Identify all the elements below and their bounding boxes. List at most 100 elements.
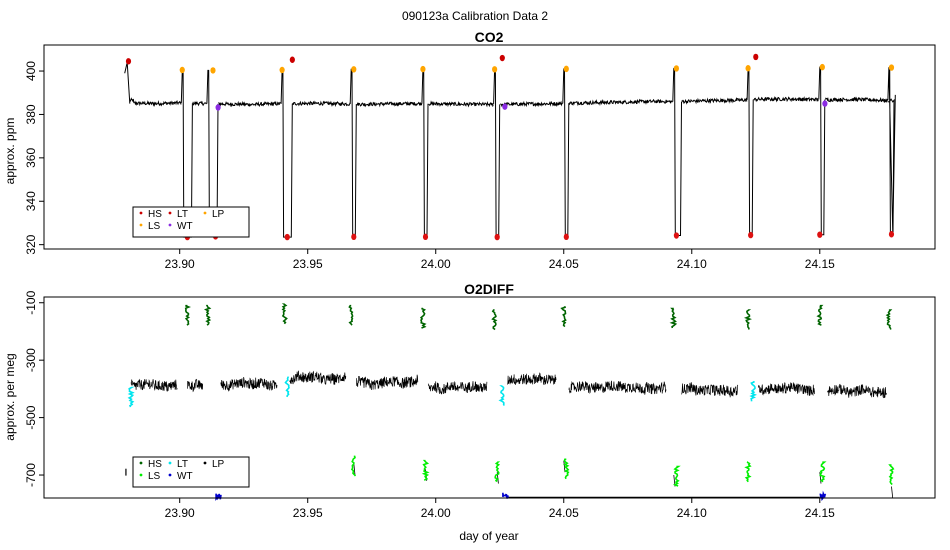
o2diff-marker-cluster-lt — [284, 376, 290, 398]
o2diff-marker-cluster-ls — [350, 455, 357, 477]
co2-panel-title: CO2 — [475, 29, 504, 45]
co2-legend-marker-wt — [168, 223, 172, 227]
o2diff-legend-marker-lt — [168, 461, 172, 465]
co2-marker-lp — [179, 66, 185, 74]
o2diff-marker-cluster-lt — [127, 386, 135, 408]
co2-x-tick-label: 24.05 — [549, 257, 579, 271]
o2diff-marker-cluster-lt — [749, 381, 758, 402]
o2diff-marker-cluster-hs — [348, 304, 354, 326]
o2diff-marker-cluster-ls — [744, 461, 752, 483]
co2-marker-lt — [563, 233, 569, 241]
co2-marker-lp — [420, 65, 426, 73]
co2-marker-lt — [673, 232, 680, 239]
co2-marker-wt — [502, 103, 508, 110]
o2diff-marker-cluster-lt — [498, 385, 505, 406]
co2-series-line — [124, 62, 896, 238]
co2-marker-lt — [888, 231, 895, 238]
co2-panel: CO2 approx. ppm 23.90 23.95 24.00 24.05 24.1… — [3, 29, 936, 271]
co2-legend-box — [132, 206, 250, 238]
o2diff-panel-title: O2DIFF — [464, 281, 514, 297]
o2diff-marker-cluster-ls — [888, 464, 895, 486]
co2-legend-marker-lt — [168, 211, 172, 215]
co2-legend-label-hs: HS — [148, 209, 162, 220]
o2diff-marker-cluster-hs — [184, 304, 191, 326]
co2-marker-wt — [215, 104, 221, 111]
o2diff-axes: 23.90 23.95 24.00 24.05 24.10 24.15 -700 -500 -3… — [24, 290, 835, 520]
o2diff-x-tick-label: 24.15 — [805, 506, 835, 520]
co2-marker-lt — [817, 231, 823, 238]
o2diff-marker-cluster-ls — [421, 459, 430, 481]
o2diff-x-tick-label: 24.05 — [549, 506, 579, 520]
co2-y-axis-label: approx. ppm — [3, 118, 17, 185]
co2-marker-lp — [888, 64, 895, 71]
co2-marker-lp — [279, 66, 285, 74]
o2diff-plot-frame — [43, 296, 936, 499]
co2-marker-lt — [351, 233, 357, 241]
o2diff-x-tick-label: 24.10 — [677, 506, 707, 520]
o2diff-y-tick-label: -700 — [24, 463, 38, 487]
co2-marker-lt — [284, 233, 290, 241]
o2diff-marker-cluster-ls — [819, 461, 827, 483]
co2-plot-frame — [43, 44, 936, 250]
co2-marker-lp — [351, 66, 357, 73]
o2diff-legend-label-hs: HS — [148, 459, 162, 470]
co2-marker-lt — [748, 231, 754, 239]
co2-legend-label-ls: LS — [148, 221, 161, 232]
o2diff-legend-label-lt: LT — [177, 459, 188, 470]
co2-legend-label-lt: LT — [177, 209, 188, 220]
o2diff-legend: HS LT LP LS WT — [132, 456, 250, 488]
figure-title: 090123a Calibration Data 2 — [402, 9, 548, 23]
co2-marker-lp — [563, 65, 569, 73]
co2-y-tick-label: 340 — [24, 191, 38, 211]
co2-legend-marker-hs — [139, 211, 143, 215]
co2-marker-lp — [819, 63, 825, 71]
o2diff-panel: O2DIFF approx. per meg 23.90 23.95 24.00 24… — [3, 281, 936, 520]
o2diff-marker-cluster-hs — [281, 303, 288, 325]
co2-y-tick-label: 360 — [24, 148, 38, 168]
co2-marker-lp — [745, 65, 751, 72]
o2diff-legend-label-wt: WT — [177, 471, 193, 482]
o2diff-marker-cluster-hs — [203, 304, 212, 326]
x-axis-label: day of year — [459, 529, 518, 543]
o2diff-marker-cluster-hs — [816, 304, 824, 326]
co2-marker-hs — [753, 53, 759, 61]
co2-axes: 23.90 23.95 24.00 24.05 24.10 24.15 320 340 360 3… — [24, 61, 835, 271]
co2-marker-lp — [210, 67, 216, 74]
o2diff-legend-marker-lp — [203, 461, 207, 465]
co2-marker-lp — [673, 65, 680, 72]
o2diff-legend-marker-hs — [139, 461, 143, 465]
o2diff-calibration-markers — [127, 303, 895, 501]
o2diff-marker-cluster-hs — [491, 309, 498, 331]
co2-x-tick-label: 23.95 — [293, 257, 323, 271]
o2diff-y-tick-label: -500 — [24, 405, 38, 429]
o2diff-marker-cluster-hs — [743, 309, 752, 330]
co2-marker-wt — [822, 100, 828, 107]
o2diff-legend-marker-wt — [168, 473, 172, 477]
o2diff-marker-cluster-hs — [885, 309, 893, 330]
o2diff-y-tick-label: -100 — [24, 290, 38, 314]
co2-legend-marker-ls — [139, 223, 143, 227]
o2diff-legend-label-ls: LS — [148, 471, 161, 482]
o2diff-marker-cluster-hs — [419, 307, 427, 329]
co2-marker-hs — [289, 56, 295, 63]
co2-x-tick-label: 23.90 — [165, 257, 195, 271]
co2-legend-label-lp: LP — [212, 209, 225, 220]
co2-y-tick-label: 400 — [24, 61, 38, 81]
co2-marker-lt — [422, 233, 429, 241]
o2diff-y-tick-label: -300 — [24, 348, 38, 372]
o2diff-trace — [125, 370, 894, 499]
co2-marker-hs — [499, 54, 505, 62]
o2diff-marker-cluster-ls — [494, 461, 501, 483]
co2-marker-hs — [125, 58, 132, 65]
co2-marker-lt — [494, 233, 500, 241]
co2-x-tick-label: 24.10 — [677, 257, 707, 271]
o2diff-x-tick-label: 24.00 — [421, 506, 451, 520]
o2diff-legend-marker-ls — [139, 473, 143, 477]
o2diff-marker-cluster-ls — [562, 458, 570, 480]
o2diff-x-tick-label: 23.90 — [165, 506, 195, 520]
o2diff-series-line — [130, 370, 887, 399]
co2-calibration-markers — [125, 53, 895, 241]
co2-legend-marker-lp — [203, 211, 207, 215]
co2-marker-lp — [492, 66, 498, 73]
